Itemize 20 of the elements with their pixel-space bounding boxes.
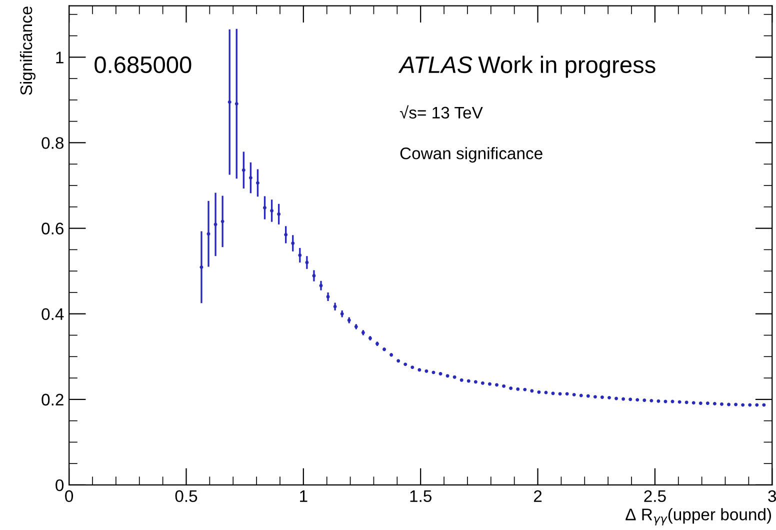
y-tick-label: 0.2 xyxy=(42,394,64,406)
annotation: √s= 13 TeV xyxy=(400,105,483,119)
y-tick-label: 0.6 xyxy=(42,222,64,234)
y-tick-label: 0 xyxy=(56,479,64,492)
y-axis-title: Significance xyxy=(20,6,36,95)
annotation: ATLAS xyxy=(398,56,472,74)
x-tick-label: 3 xyxy=(768,490,776,502)
y-tick-label: 1 xyxy=(56,52,64,64)
annotation: 0.685000 xyxy=(94,56,192,74)
y-tick-label: 0.4 xyxy=(42,308,64,320)
y-tick-label: 0.8 xyxy=(42,137,64,149)
annotation: Work in progress xyxy=(478,56,656,78)
x-tick-label: 0 xyxy=(65,490,74,502)
x-axis-title: Δ R$_{γγ}$(upper bound) xyxy=(626,508,772,526)
x-tick-label: 2 xyxy=(534,490,542,502)
x-tick-label: 1 xyxy=(300,490,308,502)
x-tick-label: 0.5 xyxy=(175,490,198,502)
x-tick-label: 2.5 xyxy=(644,490,666,502)
x-tick-label: 1.5 xyxy=(410,490,432,502)
annotation: Cowan significance xyxy=(400,147,542,163)
